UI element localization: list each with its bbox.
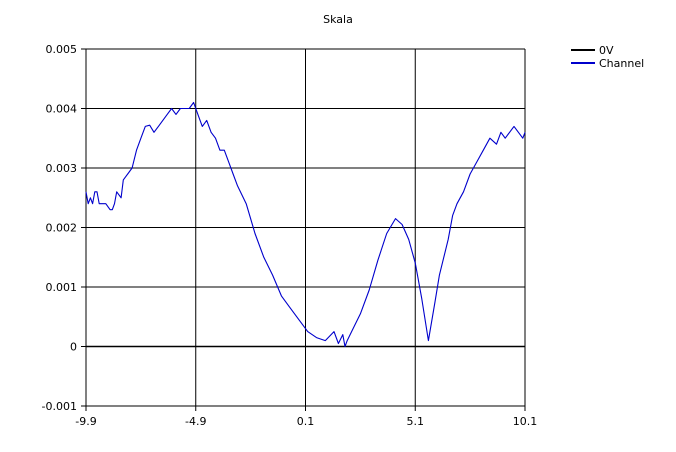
x-tick-label: -9.9	[75, 415, 96, 428]
y-tick-label: 0.002	[46, 222, 78, 235]
y-tick-label: 0.005	[46, 43, 78, 56]
y-tick-label: 0.003	[46, 162, 78, 175]
y-axis-ticks: -0.001 0 0.001 0.002 0.003 0.004 0.005	[42, 43, 86, 413]
series-line-channel	[85, 101, 526, 348]
x-tick-label: -4.9	[185, 415, 206, 428]
y-tick-label: 0.001	[46, 281, 78, 294]
chart-title: Skala	[323, 13, 353, 26]
legend-label-channel: Channel	[599, 57, 644, 70]
y-tick-label: -0.001	[42, 400, 77, 413]
gridlines	[85, 48, 526, 407]
x-tick-label: 0.1	[297, 415, 315, 428]
legend-label-0v: 0V	[599, 44, 614, 57]
x-tick-label: 5.1	[407, 415, 425, 428]
y-tick-label: 0	[70, 341, 77, 354]
y-tick-label: 0.004	[46, 103, 78, 116]
x-axis-ticks: -9.9 -4.9 0.1 5.1 10.1	[75, 406, 537, 428]
x-tick-label: 10.1	[513, 415, 538, 428]
series-lines	[85, 101, 526, 348]
